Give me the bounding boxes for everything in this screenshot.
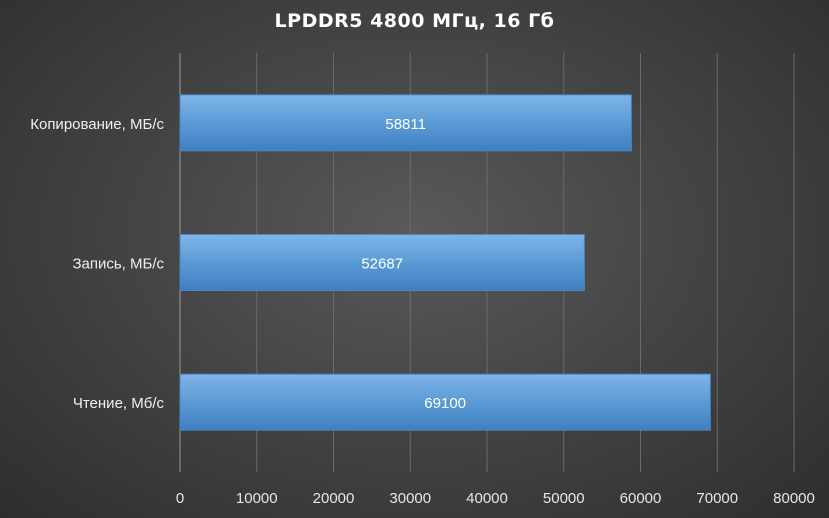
bar (179, 94, 632, 152)
x-tick-label: 20000 (313, 490, 355, 507)
data-label: 69100 (424, 395, 466, 412)
data-label: 58811 (385, 116, 426, 133)
label-layer: 0 10000 20000 30000 40000 50000 60000 70000 8000… (30, 116, 815, 507)
data-label: 52687 (361, 256, 403, 273)
x-tick-label: 60000 (620, 490, 662, 507)
category-label: Запись, МБ/с (72, 256, 164, 273)
x-tick-label: 50000 (543, 490, 585, 507)
x-tick-label: 10000 (236, 490, 278, 507)
category-label: Копирование, МБ/с (30, 116, 164, 133)
bar-layer (179, 94, 711, 431)
x-tick-label: 40000 (466, 490, 508, 507)
bar (179, 234, 585, 291)
x-tick-label: 70000 (696, 490, 738, 507)
x-tick-label: 80000 (773, 490, 815, 507)
chart-title: LPDDR5 4800 МГц, 16 Гб (274, 10, 555, 32)
bar (179, 373, 711, 431)
category-label: Чтение, Мб/с (73, 395, 165, 412)
x-tick-label: 30000 (389, 490, 431, 507)
x-tick-label: 0 (176, 490, 184, 507)
